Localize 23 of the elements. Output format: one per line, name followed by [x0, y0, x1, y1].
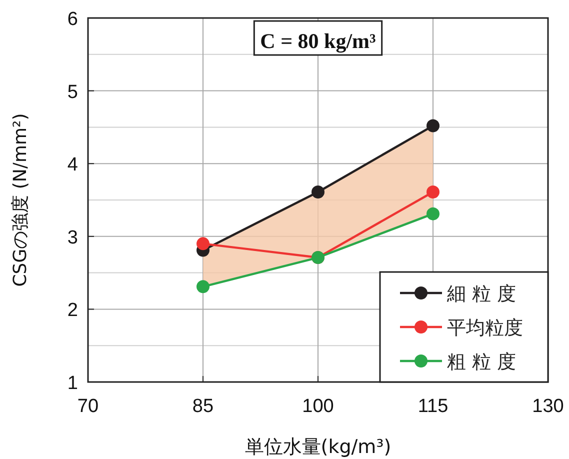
- y-tick-label: 2: [67, 300, 78, 322]
- point: [196, 280, 210, 294]
- y-tick-label: 3: [67, 227, 78, 248]
- x-tick-label: 85: [192, 396, 214, 417]
- legend-label: 平均粒度: [447, 317, 523, 339]
- y-axis-title: CSGの強度 (N/mm²): [10, 113, 31, 287]
- x-tick-label: 70: [77, 396, 99, 417]
- y-tick-label: 5: [67, 82, 78, 103]
- point: [312, 185, 324, 198]
- y-tick-label: 1: [67, 373, 78, 394]
- legend-label: 粗 粒 度: [447, 351, 516, 373]
- y-tick-label: 6: [67, 9, 78, 30]
- x-tick-label: 130: [532, 396, 564, 417]
- text: C = 80 kg/m³: [260, 29, 376, 53]
- point: [196, 237, 210, 250]
- x-tick-label: 115: [418, 396, 448, 417]
- point: [426, 207, 440, 220]
- x-tick-label: 100: [302, 396, 334, 417]
- legend-label: 細 粒 度: [446, 283, 516, 305]
- point: [426, 119, 440, 132]
- x-axis-title: 単位水量(kg/m³): [244, 436, 392, 458]
- y-tick-label: 4: [67, 154, 78, 176]
- point: [426, 185, 440, 198]
